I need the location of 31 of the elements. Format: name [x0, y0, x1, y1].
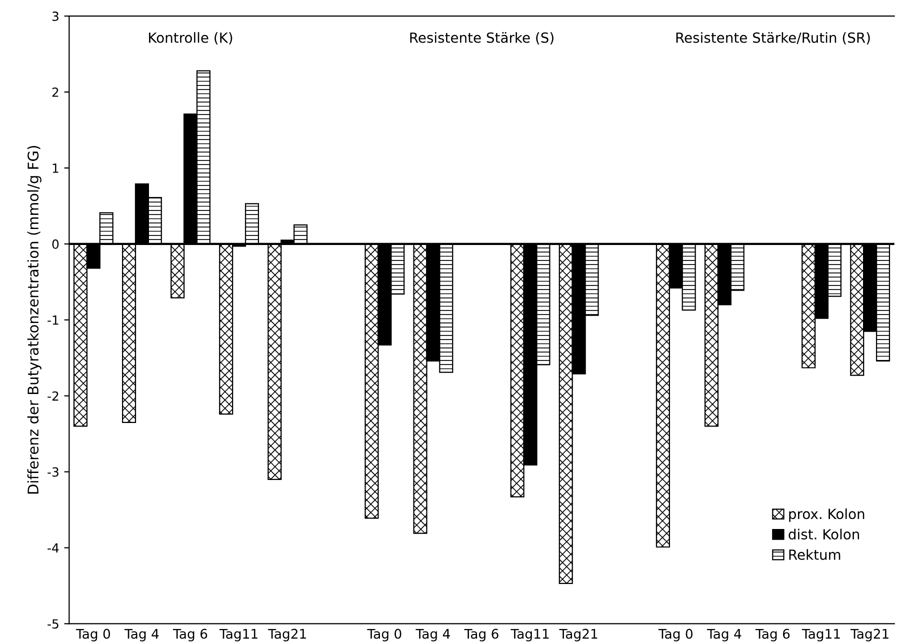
x-tick-label: Tag 4 — [706, 628, 742, 642]
y-tick-label: 3 — [52, 12, 58, 21]
legend-label: prox. Kolon — [789, 508, 864, 522]
y-tick-label: -5 — [48, 619, 58, 629]
annotation: Resistente Stärke/Rutin (SR) — [676, 32, 870, 45]
y-tick-label: -3 — [48, 467, 58, 477]
x-tick-label: Tag 0 — [658, 628, 692, 642]
x-tick-label: Tag 0 — [76, 628, 110, 642]
x-tick-label: Tag11 — [219, 628, 258, 642]
y-tick-label: 2 — [52, 88, 58, 97]
y-tick-label: -4 — [48, 543, 59, 553]
x-tick-label: Tag 4 — [124, 628, 159, 642]
y-tick-label: -2 — [48, 391, 58, 401]
legend-label: Rektum — [789, 549, 840, 560]
x-tick-label: Tag 4 — [416, 628, 450, 642]
x-tick-label: Tag 6 — [464, 628, 498, 642]
legend-label: dist. Kolon — [788, 528, 860, 540]
x-tick-label: Tag 0 — [367, 628, 402, 642]
x-tick-label: Tag 6 — [172, 628, 208, 642]
y-tick-label: -1 — [48, 316, 58, 325]
x-tick-label: Tag21 — [268, 628, 306, 642]
x-tick-label: Tag21 — [559, 628, 598, 642]
annotation: Kontrolle (K) — [149, 32, 232, 45]
x-tick-label: Tag11 — [802, 628, 840, 642]
x-tick-label: Tag11 — [510, 628, 549, 642]
y-axis-title: Differenz der Butyratkonzentration (mmol/g FG) — [27, 146, 42, 494]
y-tick-label: 1 — [52, 164, 58, 173]
x-tick-label: Tag 6 — [755, 628, 790, 642]
y-tick-label: 0 — [52, 239, 59, 249]
x-tick-label: Tag21 — [850, 628, 888, 642]
annotation: Resistente Stärke (S) — [410, 32, 554, 45]
